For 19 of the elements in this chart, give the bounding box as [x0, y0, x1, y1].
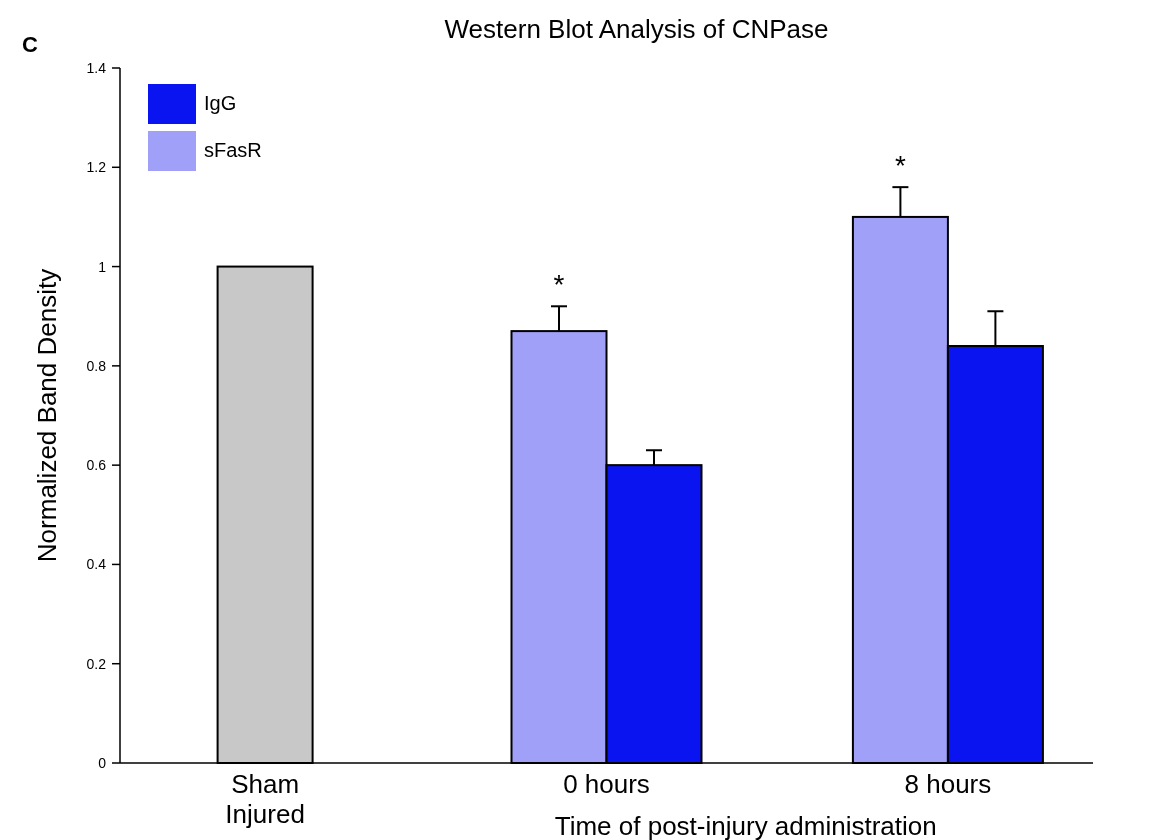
y-tick-label: 0 — [98, 755, 107, 771]
legend-label: IgG — [204, 92, 237, 114]
x-axis-title: Time of post-injury administration — [554, 811, 937, 840]
y-tick-label: 1.4 — [86, 60, 107, 76]
y-tick-label: 0.2 — [86, 655, 107, 672]
chart-title: Western Blot Analysis of CNPase — [444, 14, 829, 44]
y-tick-label: 1.2 — [86, 159, 107, 176]
y-tick-label: 1 — [98, 258, 107, 275]
x-tick-label: Sham Injured — [225, 769, 305, 829]
y-tick-label: 0.8 — [86, 357, 107, 374]
x-tick-label: 8 hours — [904, 769, 992, 799]
annotation: * — [553, 269, 565, 301]
y-tick-label: 0.4 — [86, 556, 107, 573]
x-tick-label: 0 hours — [563, 769, 650, 799]
annotation: * — [894, 150, 906, 182]
y-tick-label: 0.6 — [86, 457, 107, 474]
text: C — [22, 32, 38, 57]
legend-label: sFasR — [204, 139, 262, 161]
y-axis-title: Normalized Band Density — [32, 268, 62, 563]
